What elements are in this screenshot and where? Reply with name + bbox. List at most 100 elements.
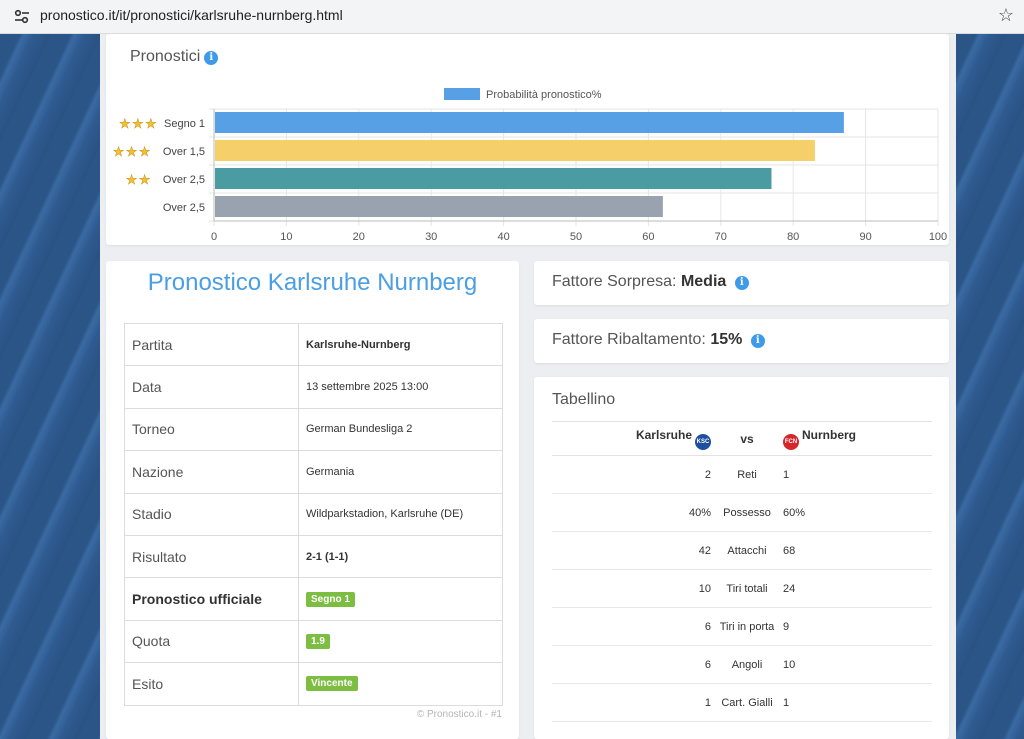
stat-label: Possesso bbox=[717, 493, 777, 532]
stat-label: Tiri totali bbox=[717, 569, 777, 608]
star-icon: ★ bbox=[126, 173, 138, 188]
table-row: 1 Cart. Gialli 1 bbox=[552, 683, 932, 722]
x-tick-label: 50 bbox=[570, 231, 582, 243]
esito-badge: Vincente bbox=[306, 676, 358, 692]
stat-label: Angoli bbox=[717, 645, 777, 684]
nurnberg-crest-icon: FCN bbox=[783, 433, 799, 450]
home-stat: 42 bbox=[552, 531, 717, 570]
row-label: Risultato bbox=[124, 534, 299, 579]
home-team-name: Karlsruhe bbox=[635, 427, 692, 442]
table-row: Partita Karlsruhe-Nurnberg bbox=[124, 322, 503, 367]
table-row: 6 Tiri in porta 9 bbox=[552, 607, 932, 646]
x-tick-label: 90 bbox=[859, 231, 871, 243]
table-row: Data 13 settembre 2025 13:00 bbox=[124, 365, 503, 409]
away-stat: 60% bbox=[777, 493, 932, 532]
star-icon: ★ bbox=[113, 145, 125, 160]
ribaltamento-card: Fattore Ribaltamento: 15% i bbox=[534, 319, 949, 363]
pronostici-heading: Pronostici i bbox=[130, 48, 219, 66]
match-info-table: Partita Karlsruhe-Nurnberg Data 13 settemb… bbox=[124, 322, 503, 706]
page-title: Pronostico Karlsruhe Nurnberg bbox=[147, 269, 478, 296]
y-tick-label: Segno 1 bbox=[164, 118, 205, 130]
browser-url-bar: pronostico.it/it/pronostici/karlsruhe-nu… bbox=[0, 0, 1024, 34]
row-label: Torneo bbox=[124, 407, 299, 452]
home-team-header: Karlsruhe KSC bbox=[552, 421, 717, 456]
row-value: Germania bbox=[298, 450, 503, 494]
x-tick-label: 30 bbox=[425, 231, 437, 243]
away-stat: 9 bbox=[777, 607, 932, 646]
row-value: 13 settembre 2025 13:00 bbox=[298, 365, 503, 409]
sorpresa-value: Media bbox=[680, 273, 727, 290]
table-row: 40% Possesso 60% bbox=[552, 493, 932, 532]
home-stat: 40% bbox=[552, 493, 717, 532]
x-tick-label: 100 bbox=[929, 231, 947, 243]
tabellino-title: Tabellino bbox=[552, 391, 616, 408]
ribaltamento-value: 15% bbox=[710, 331, 743, 348]
quota-badge: 1.9 bbox=[306, 633, 330, 649]
y-tick-label: Over 2,5 bbox=[163, 202, 205, 214]
table-row: 6 Angoli 10 bbox=[552, 645, 932, 684]
pronostici-card: Pronostici i 0 10 20 30 40 50 60 70 80 90 100 Probab… bbox=[106, 34, 949, 245]
home-stat: 10 bbox=[552, 569, 717, 608]
background-right bbox=[956, 34, 1024, 739]
row-label: Partita bbox=[124, 322, 299, 367]
table-row: 2 Reti 1 bbox=[552, 455, 932, 494]
stat-label: Tiri in porta bbox=[717, 607, 777, 646]
table-row: Esito Vincente bbox=[124, 662, 503, 706]
row-value: 2-1 (1-1) bbox=[298, 534, 503, 579]
background-left bbox=[0, 34, 100, 739]
row-value: Wildparkstadion, Karlsruhe (DE) bbox=[298, 492, 503, 536]
x-tick-label: 80 bbox=[787, 231, 799, 243]
star-icon: ★ bbox=[126, 145, 138, 160]
x-tick-label: 20 bbox=[353, 231, 365, 243]
row-value: German Bundesliga 2 bbox=[298, 407, 503, 452]
away-stat: 10 bbox=[777, 645, 932, 684]
row-label: Stadio bbox=[124, 492, 299, 536]
x-tick-label: 60 bbox=[642, 231, 654, 243]
table-header-row: Karlsruhe KSC vs FCN Nurnberg bbox=[552, 421, 932, 456]
pronostici-title: Pronostici bbox=[130, 48, 201, 65]
info-icon[interactable]: i bbox=[750, 334, 765, 348]
bar bbox=[215, 140, 815, 161]
star-icon: ★ bbox=[145, 117, 157, 132]
y-tick-label: Over 2,5 bbox=[163, 174, 205, 186]
home-stat: 2 bbox=[552, 455, 717, 494]
away-stat: 68 bbox=[777, 531, 932, 570]
pronostico-badge: Segno 1 bbox=[306, 591, 355, 607]
stat-label: Cart. Gialli bbox=[717, 683, 777, 722]
star-icon: ★ bbox=[139, 173, 151, 188]
away-team-name: Nurnberg bbox=[802, 427, 856, 442]
home-stat: 6 bbox=[552, 645, 717, 684]
row-label: Pronostico ufficiale bbox=[124, 577, 299, 621]
legend-label: Probabilità pronostico% bbox=[486, 89, 602, 101]
copyright-text: © Pronostico.it - #1 bbox=[416, 709, 502, 720]
table-row: Nazione Germania bbox=[124, 450, 503, 494]
x-tick-label: 0 bbox=[211, 231, 217, 243]
ribaltamento-label: Fattore Ribaltamento: bbox=[552, 331, 706, 348]
sorpresa-line: Fattore Sorpresa: Media i bbox=[552, 273, 749, 291]
row-label: Data bbox=[124, 365, 299, 409]
row-label: Esito bbox=[124, 662, 299, 706]
ribaltamento-line: Fattore Ribaltamento: 15% i bbox=[552, 331, 765, 349]
info-icon[interactable]: i bbox=[734, 276, 749, 290]
match-info-card: Pronostico Karlsruhe Nurnberg Partita Kar… bbox=[106, 261, 519, 739]
row-label: Nazione bbox=[124, 450, 299, 494]
table-row: Pronostico ufficiale Segno 1 bbox=[124, 577, 503, 621]
row-value: Karlsruhe-Nurnberg bbox=[298, 322, 503, 367]
away-stat: 1 bbox=[777, 455, 932, 494]
address-bar-url[interactable]: pronostico.it/it/pronostici/karlsruhe-nu… bbox=[40, 7, 343, 23]
tune-icon[interactable] bbox=[13, 8, 31, 26]
x-tick-label: 10 bbox=[280, 231, 292, 243]
stat-label: Attacchi bbox=[717, 531, 777, 570]
page-content: Pronostici i 0 10 20 30 40 50 60 70 80 90 100 Probab… bbox=[100, 34, 956, 739]
star-outline-icon[interactable]: ☆ bbox=[997, 5, 1014, 25]
info-icon[interactable]: i bbox=[204, 51, 219, 65]
star-icon: ★ bbox=[139, 145, 151, 160]
bar bbox=[215, 196, 663, 217]
away-stat: 24 bbox=[777, 569, 932, 608]
table-row: 42 Attacchi 68 bbox=[552, 531, 932, 570]
bar bbox=[215, 112, 844, 133]
away-stat: 1 bbox=[777, 683, 932, 722]
x-tick-label: 70 bbox=[715, 231, 727, 243]
row-label: Quota bbox=[124, 619, 299, 664]
table-row: Risultato 2-1 (1-1) bbox=[124, 534, 503, 579]
